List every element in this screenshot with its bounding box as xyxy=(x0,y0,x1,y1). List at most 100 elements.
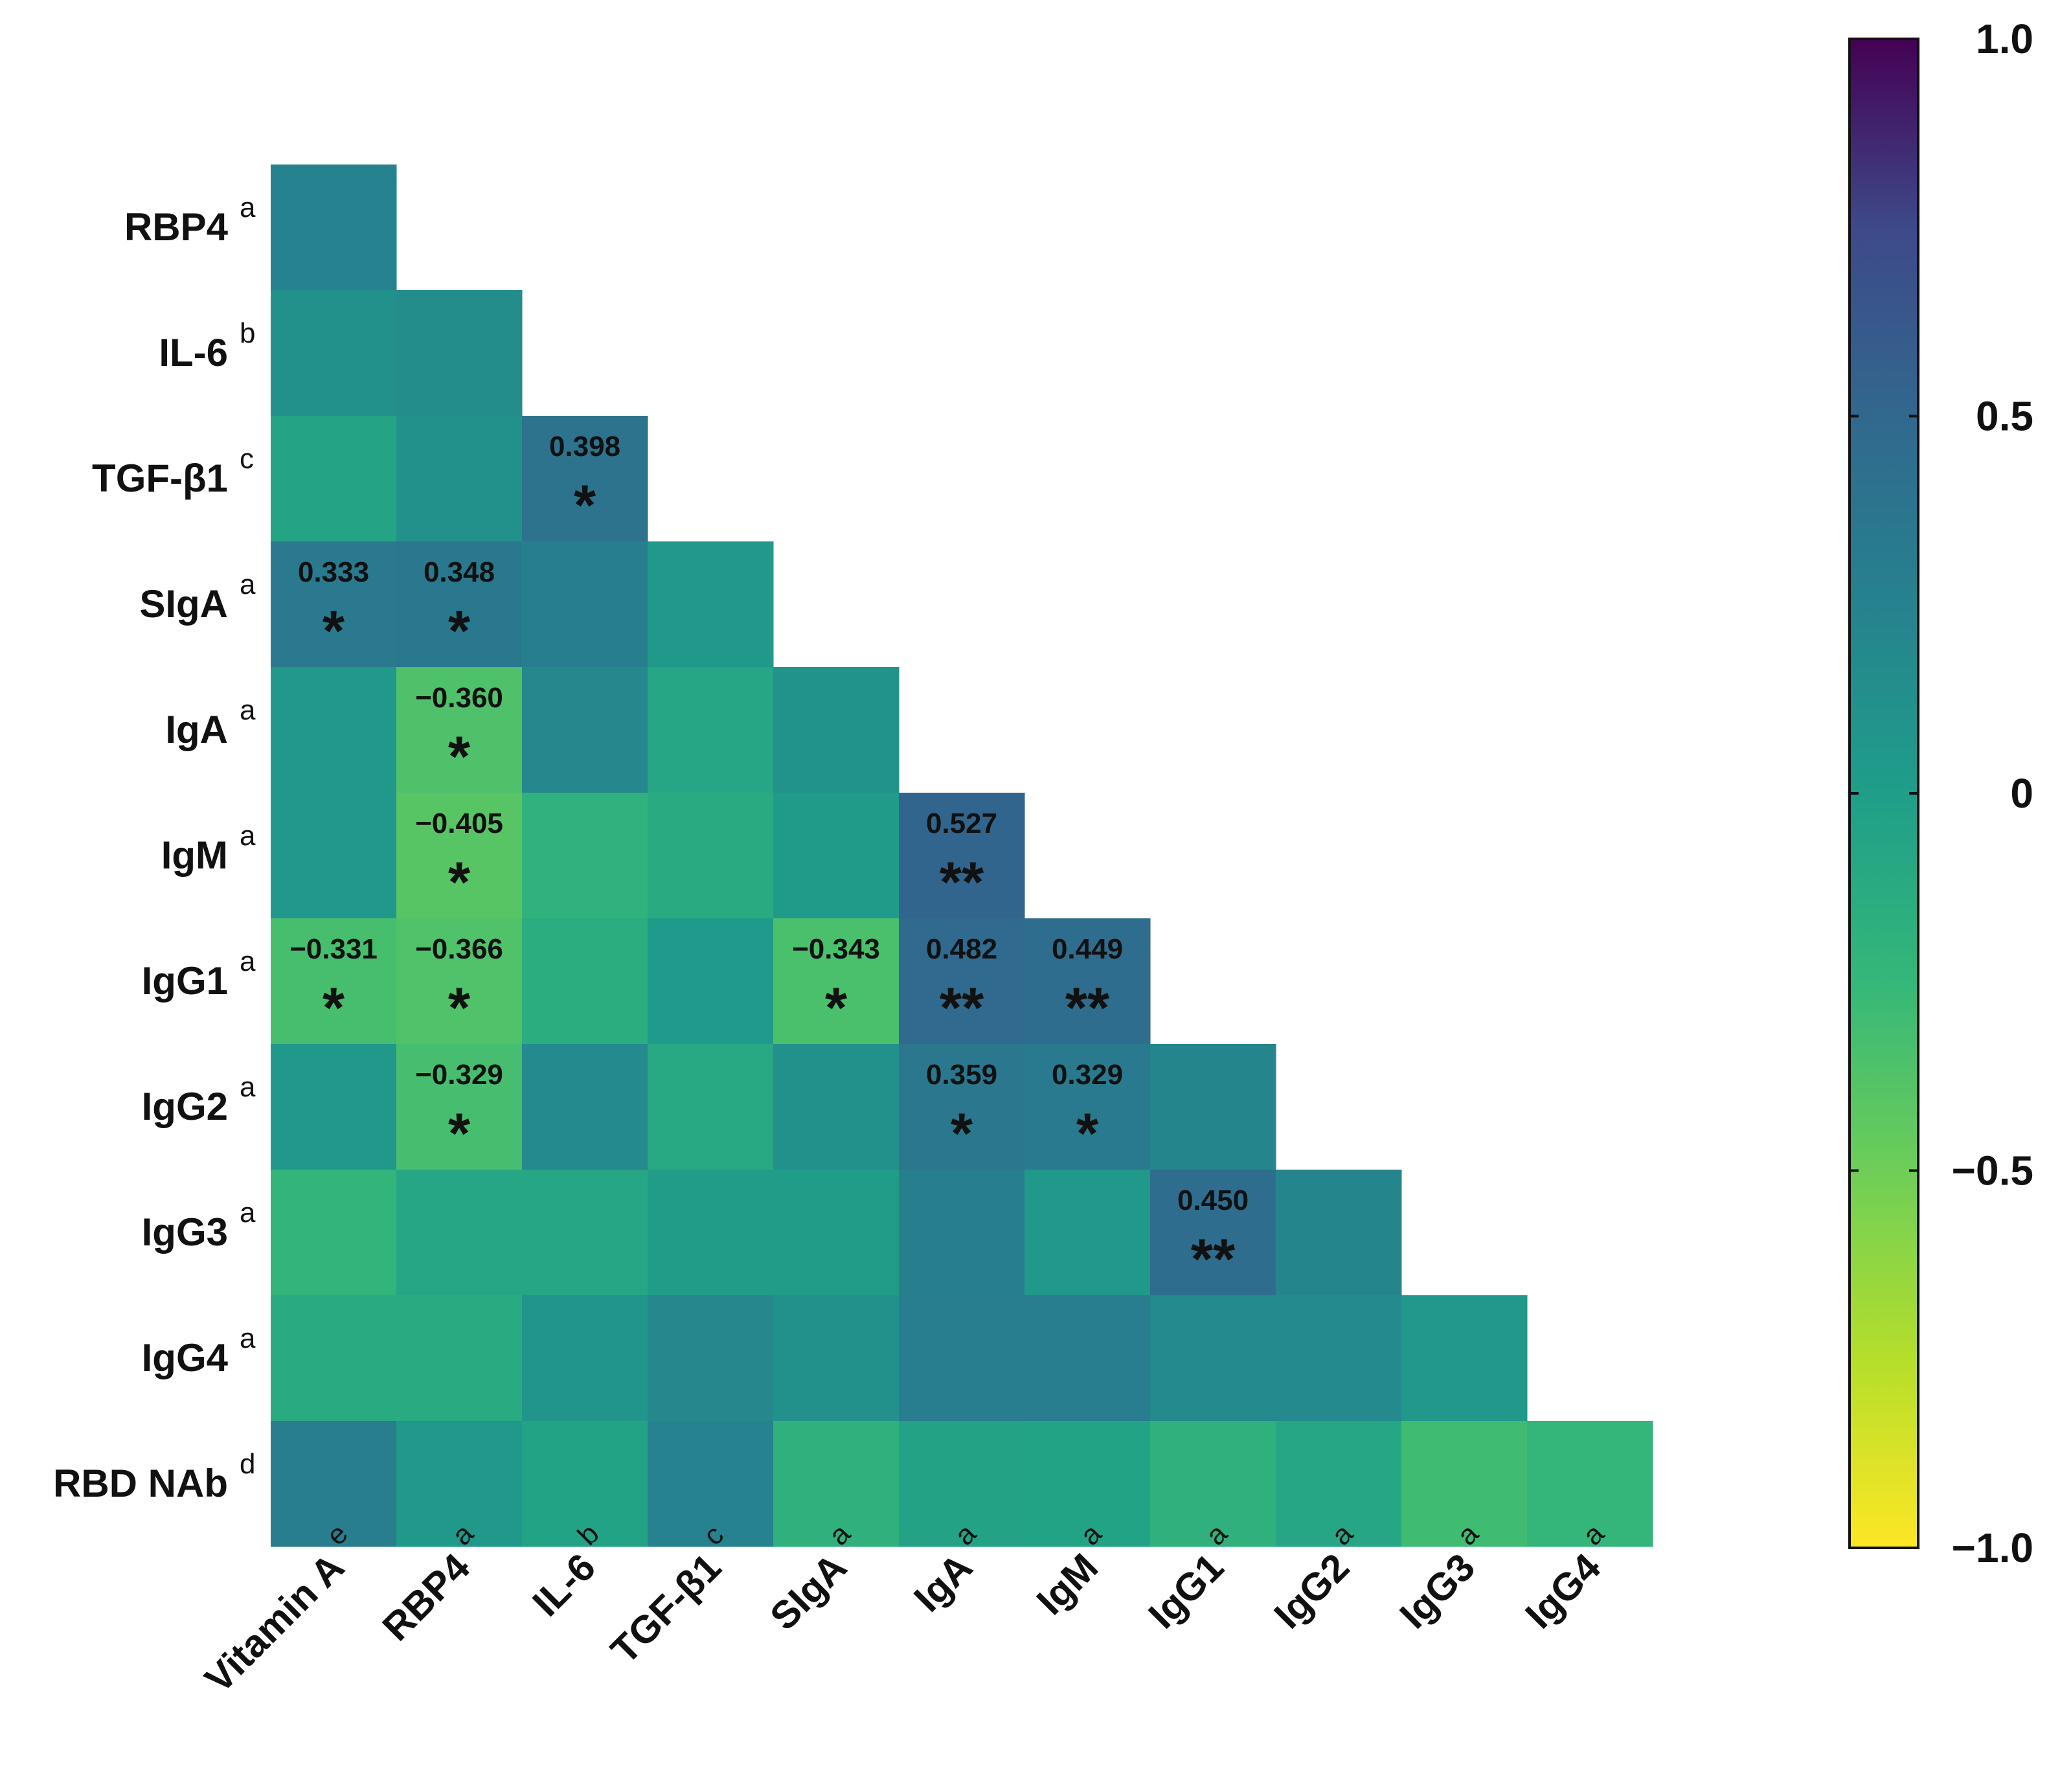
row-label-superscript: a xyxy=(240,820,256,852)
significance-stars: * xyxy=(574,473,596,537)
annotation-value: −0.405 xyxy=(415,808,503,839)
heatmap-cell-r2-c1 xyxy=(396,416,523,542)
heatmap-cell-r3-c0 xyxy=(271,541,397,668)
heatmap-cells xyxy=(271,164,1653,1547)
heatmap-cell-r8-c7 xyxy=(1150,1170,1276,1296)
row-label-igg1: IgG1 xyxy=(142,959,228,1003)
heatmap-cell-r7-c4 xyxy=(773,1044,900,1170)
heatmap-cell-r7-c6 xyxy=(1024,1044,1151,1170)
row-label-superscript: a xyxy=(240,1322,256,1354)
row-label-siga: SIgA xyxy=(139,582,228,626)
heatmap-cell-r5-c3 xyxy=(648,793,774,919)
row-label-iga: IgA xyxy=(165,708,228,751)
heatmap-cell-r9-c5 xyxy=(899,1295,1025,1422)
heatmap-cell-r7-c5 xyxy=(899,1044,1025,1170)
column-label-text: IgG2 xyxy=(1266,1545,1358,1637)
heatmap-cell-r3-c1 xyxy=(396,541,523,668)
annotation-value: 0.527 xyxy=(926,808,997,839)
column-label-text: Vitamin A xyxy=(196,1545,352,1701)
annotation-value: 0.333 xyxy=(298,556,369,588)
heatmap-cell-r9-c1 xyxy=(396,1295,523,1422)
significance-stars: * xyxy=(1076,1101,1099,1165)
significance-stars: * xyxy=(825,975,848,1039)
heatmap-cell-r8-c8 xyxy=(1276,1170,1402,1296)
significance-stars: ** xyxy=(940,850,984,914)
heatmap-cell-r8-c5 xyxy=(899,1170,1025,1296)
significance-stars: ** xyxy=(1191,1227,1236,1291)
annotation-value: 0.449 xyxy=(1052,933,1123,965)
row-label-igg3: IgG3 xyxy=(142,1210,228,1254)
significance-stars: * xyxy=(448,1101,471,1165)
significance-stars: * xyxy=(951,1101,973,1165)
significance-stars: * xyxy=(323,975,345,1039)
colorbar-tick-label: −1.0 xyxy=(1952,1525,2033,1571)
colorbar-tick-label: 0.5 xyxy=(1976,393,2033,440)
heatmap-cell-r10-c6 xyxy=(1024,1421,1151,1547)
significance-stars: ** xyxy=(940,975,984,1039)
heatmap-cell-r8-c2 xyxy=(522,1170,648,1296)
row-label-superscript: a xyxy=(240,192,256,223)
heatmap-cell-r6-c6 xyxy=(1024,918,1151,1045)
heatmap-cell-r10-c5 xyxy=(899,1421,1025,1547)
significance-stars: * xyxy=(448,598,471,663)
heatmap-cell-r10-c8 xyxy=(1276,1421,1402,1547)
heatmap-cell-r5-c4 xyxy=(773,793,900,919)
colorbar: 1.0 0.5 0 −0.5 −1.0 xyxy=(1848,16,2033,1571)
row-label-superscript: a xyxy=(240,1071,256,1103)
heatmap-cell-r7-c7 xyxy=(1150,1044,1276,1170)
row-label-superscript: b xyxy=(240,317,255,349)
heatmap-cell-r9-c8 xyxy=(1276,1295,1402,1422)
column-label-text: RBP4 xyxy=(374,1545,479,1649)
significance-stars: * xyxy=(323,598,345,663)
annotation-value: 0.348 xyxy=(424,556,495,588)
colorbar-tick-label: −0.5 xyxy=(1952,1148,2033,1194)
heatmap-cell-r5-c0 xyxy=(271,793,397,919)
heatmap-cell-r6-c2 xyxy=(522,918,648,1045)
heatmap-cell-r9-c4 xyxy=(773,1295,900,1422)
row-label-igg2: IgG2 xyxy=(142,1085,228,1128)
annotation-value: −0.366 xyxy=(415,933,503,965)
heatmap-cell-r6-c0 xyxy=(271,918,397,1045)
annotation-value: 0.329 xyxy=(1052,1059,1123,1091)
colorbar-gradient xyxy=(1848,38,1919,1549)
annotation-value: −0.343 xyxy=(792,933,880,965)
row-label-rbd-nab: RBD NAb xyxy=(53,1462,228,1505)
column-label-text: IgM xyxy=(1028,1545,1106,1623)
heatmap-cell-r10-c1 xyxy=(396,1421,523,1547)
heatmap-cell-r6-c1 xyxy=(396,918,523,1045)
row-labels: RBP4 a IL-6 b TGF-β1 c SIgA a IgA a IgM a IgG1 a IgG2 a… xyxy=(53,192,256,1505)
heatmap-cell-r9-c7 xyxy=(1150,1295,1276,1422)
heatmap-cell-r10-c2 xyxy=(522,1421,648,1547)
annotation-value: −0.331 xyxy=(289,933,378,965)
heatmap-cell-r10-c3 xyxy=(648,1421,774,1547)
heatmap-cell-r5-c1 xyxy=(396,793,523,919)
heatmap-cell-r9-c6 xyxy=(1024,1295,1151,1422)
row-label-superscript: d xyxy=(240,1448,255,1480)
significance-stars: * xyxy=(448,850,471,914)
column-label-text: IL-6 xyxy=(524,1545,604,1625)
row-label-igg4: IgG4 xyxy=(142,1336,229,1379)
column-label-text: IgG4 xyxy=(1517,1545,1609,1637)
row-label-superscript: a xyxy=(240,694,256,726)
heatmap-cell-r3-c2 xyxy=(522,541,648,668)
row-label-superscript: a xyxy=(240,569,256,600)
annotation-value: −0.329 xyxy=(415,1059,503,1091)
annotation-value: 0.359 xyxy=(926,1059,997,1091)
heatmap-cell-r9-c3 xyxy=(648,1295,774,1422)
row-label-il-6: IL-6 xyxy=(159,331,228,374)
heatmap-cell-r9-c0 xyxy=(271,1295,397,1422)
heatmap-cell-r9-c2 xyxy=(522,1295,648,1422)
heatmap-cell-r7-c1 xyxy=(396,1044,523,1170)
significance-stars: * xyxy=(448,724,471,788)
column-label-text: SIgA xyxy=(762,1545,855,1639)
heatmap-cell-r10-c7 xyxy=(1150,1421,1276,1547)
heatmap-cell-r8-c3 xyxy=(648,1170,774,1296)
colorbar-tick-label: 1.0 xyxy=(1976,16,2033,62)
row-label-superscript: a xyxy=(240,946,256,977)
heatmap-cell-r6-c3 xyxy=(648,918,774,1045)
heatmap-cell-r8-c1 xyxy=(396,1170,523,1296)
colorbar-tick-label: 0 xyxy=(2010,770,2033,817)
heatmap-cell-r10-c9 xyxy=(1401,1421,1528,1547)
significance-stars: ** xyxy=(1065,975,1110,1039)
column-label-text: IgG1 xyxy=(1140,1545,1232,1637)
